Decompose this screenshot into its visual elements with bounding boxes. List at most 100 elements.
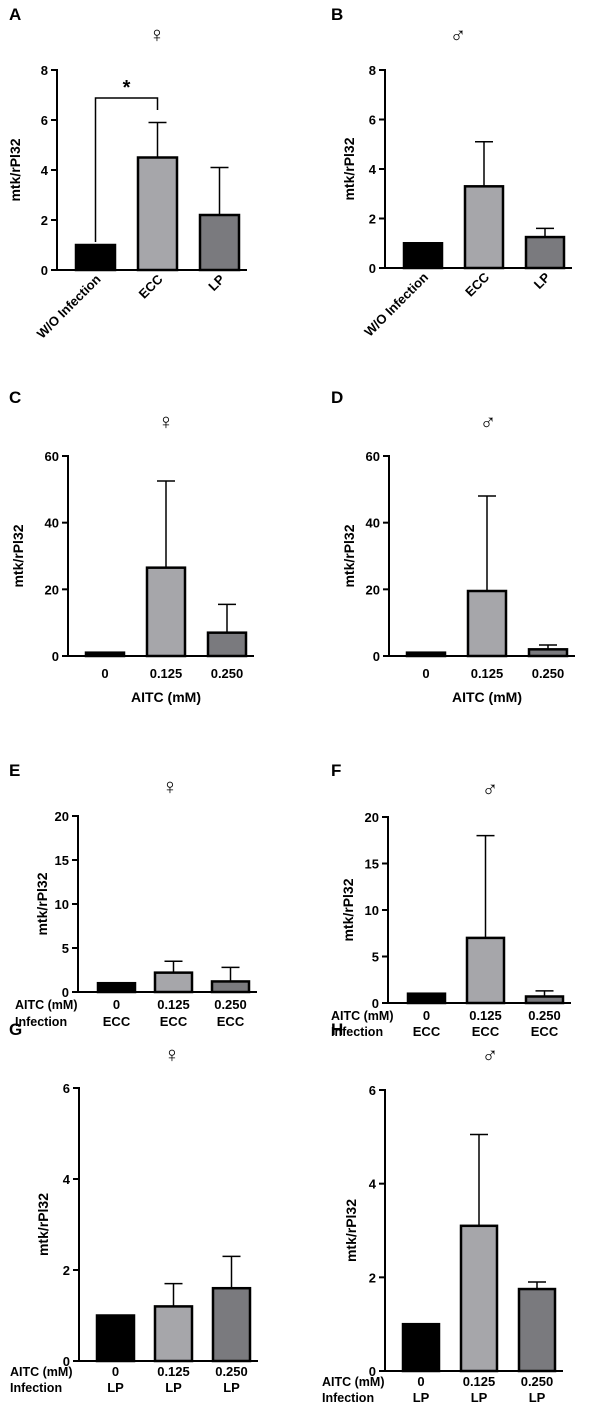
x-category-label: 0.125 bbox=[471, 666, 504, 681]
y-tick-label: 0 bbox=[373, 649, 380, 664]
y-tick-label: 0 bbox=[369, 1364, 376, 1379]
x-category-label: 0 bbox=[423, 1008, 430, 1023]
y-tick-label: 4 bbox=[369, 1177, 377, 1192]
x-category-label: 0.125 bbox=[157, 997, 190, 1012]
x-category-label: 0.250 bbox=[211, 666, 244, 681]
y-tick-label: 0 bbox=[52, 649, 59, 664]
y-tick-label: 0 bbox=[41, 263, 48, 278]
y-tick-label: 6 bbox=[63, 1081, 70, 1096]
x-category-label-infection: LP bbox=[165, 1380, 182, 1395]
bar bbox=[406, 992, 447, 1005]
y-tick-label: 4 bbox=[369, 162, 377, 177]
x-category-label-infection: ECC bbox=[531, 1024, 559, 1039]
row-label-infection: Infection bbox=[10, 1381, 62, 1395]
panel-b: B ♂ mtk/rPl32 0 2 4 6 8 W/O Infection ECC LP bbox=[331, 5, 572, 339]
bar bbox=[465, 936, 506, 1005]
x-category-label: 0.125 bbox=[469, 1008, 502, 1023]
significance-star: * bbox=[123, 77, 131, 99]
bar bbox=[401, 1322, 441, 1373]
bar bbox=[527, 648, 569, 658]
bar bbox=[153, 971, 194, 994]
bar bbox=[524, 995, 565, 1005]
x-category-label: ECC bbox=[462, 269, 492, 299]
x-category-label: W/O Infection bbox=[34, 271, 104, 341]
sex-symbol: ♂ bbox=[482, 776, 499, 801]
x-category-label-infection: LP bbox=[471, 1390, 488, 1404]
y-tick-label: 10 bbox=[365, 903, 379, 918]
panel-e: E ♀ mtk/rPl32 0 5 10 15 20 AITC (mM) Infection 0 0.… bbox=[9, 761, 257, 1029]
x-category-label-infection: LP bbox=[107, 1380, 124, 1395]
panel-label: G bbox=[9, 1020, 22, 1039]
panel-a: A ♀ mtk/rPl32 0 2 4 6 8 W/O Infection ECC LP * bbox=[7, 5, 247, 341]
bar bbox=[402, 242, 444, 270]
sex-symbol: ♀ bbox=[149, 22, 166, 47]
bar bbox=[524, 235, 566, 270]
bar bbox=[517, 1287, 557, 1373]
x-category-label-infection: LP bbox=[223, 1380, 240, 1395]
sex-symbol: ♂ bbox=[482, 1042, 499, 1067]
x-category-label-infection: ECC bbox=[413, 1024, 441, 1039]
y-tick-label: 5 bbox=[62, 941, 69, 956]
y-tick-label: 6 bbox=[41, 113, 48, 128]
bar bbox=[84, 651, 126, 658]
y-axis-label: mtk/rPl32 bbox=[343, 1199, 359, 1262]
row-label-infection: Infection bbox=[15, 1015, 67, 1029]
sex-symbol: ♀ bbox=[164, 1042, 181, 1067]
x-category-label: W/O Infection bbox=[361, 269, 431, 339]
significance-bracket bbox=[94, 97, 159, 242]
panel-label: C bbox=[9, 388, 21, 407]
y-axis-label: mtk/rPl32 bbox=[34, 872, 50, 935]
x-category-label: ECC bbox=[136, 271, 166, 301]
y-tick-label: 40 bbox=[366, 516, 380, 531]
y-axis-label: mtk/rPl32 bbox=[35, 1193, 51, 1256]
bar bbox=[466, 589, 508, 658]
y-tick-label: 4 bbox=[41, 163, 49, 178]
x-category-label: 0.250 bbox=[521, 1374, 554, 1389]
panel-label: F bbox=[331, 761, 341, 780]
row-label-aitc: AITC (mM) bbox=[322, 1375, 385, 1389]
x-axis-title: AITC (mM) bbox=[131, 689, 201, 705]
y-axis-label: mtk/rPl32 bbox=[10, 524, 26, 587]
y-tick-label: 8 bbox=[369, 63, 376, 78]
x-category-label: 0.250 bbox=[528, 1008, 561, 1023]
y-tick-label: 20 bbox=[366, 582, 380, 597]
x-category-label-infection: LP bbox=[413, 1390, 430, 1404]
panel-h: H ♂ mtk/rPl32 0 2 4 6 AITC (mM) Infection 0 0.125 0… bbox=[322, 1020, 563, 1404]
panel-d: D ♂ mtk/rPl32 0 20 40 60 0 0.125 0.250 AITC (mM) bbox=[331, 388, 575, 705]
y-axis-label: mtk/rPl32 bbox=[340, 878, 356, 941]
y-tick-label: 40 bbox=[45, 516, 59, 531]
row-label-infection: Infection bbox=[322, 1391, 374, 1404]
bar bbox=[145, 566, 187, 658]
y-tick-label: 0 bbox=[372, 996, 379, 1011]
x-category-label: 0.125 bbox=[463, 1374, 496, 1389]
sex-symbol: ♂ bbox=[450, 22, 467, 47]
x-category-label: 0.125 bbox=[150, 666, 183, 681]
x-category-label: 0 bbox=[112, 1364, 119, 1379]
x-axis-title: AITC (mM) bbox=[452, 689, 522, 705]
panel-f: F ♂ mtk/rPl32 0 5 10 15 20 AITC (mM) Infection 0 0.… bbox=[331, 761, 571, 1039]
x-category-label: 0 bbox=[113, 997, 120, 1012]
bar bbox=[206, 631, 248, 658]
panel-c: C ♀ mtk/rPl32 0 20 40 60 0 0.125 0.250 AITC (mM) bbox=[9, 388, 254, 705]
y-tick-label: 2 bbox=[63, 1263, 70, 1278]
x-category-label: LP bbox=[531, 269, 554, 292]
bar bbox=[74, 243, 117, 272]
x-category-label: 0 bbox=[101, 666, 108, 681]
y-tick-label: 15 bbox=[365, 857, 379, 872]
bar bbox=[405, 651, 447, 658]
panel-label: B bbox=[331, 5, 343, 24]
y-tick-label: 20 bbox=[365, 810, 379, 825]
x-category-label-infection: ECC bbox=[160, 1014, 188, 1029]
panel-label: D bbox=[331, 388, 343, 407]
y-tick-label: 8 bbox=[41, 63, 48, 78]
x-category-label: 0 bbox=[422, 666, 429, 681]
x-category-label: 0.250 bbox=[532, 666, 565, 681]
bar bbox=[136, 156, 179, 272]
panel-label: A bbox=[9, 5, 21, 24]
bar bbox=[211, 1286, 252, 1363]
y-tick-label: 0 bbox=[62, 985, 69, 1000]
y-tick-label: 5 bbox=[372, 950, 379, 965]
y-tick-label: 2 bbox=[369, 212, 376, 227]
y-tick-label: 2 bbox=[41, 213, 48, 228]
